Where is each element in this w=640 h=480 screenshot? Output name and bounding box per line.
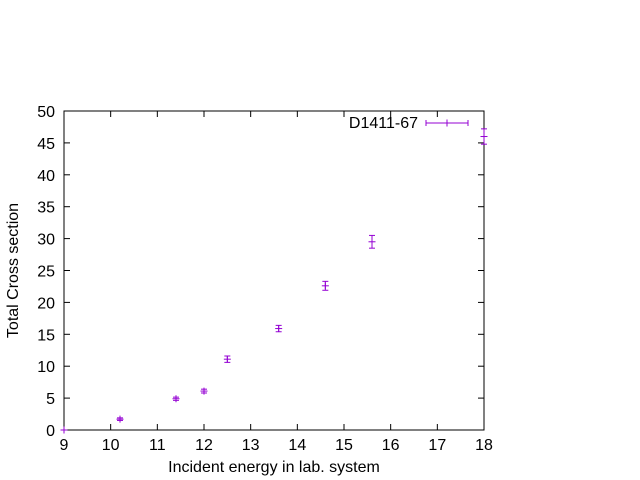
y-tick-label: 50 (37, 104, 55, 121)
y-tick-label: 30 (37, 232, 55, 249)
y-tick-label: 20 (37, 295, 55, 312)
data-point (223, 355, 231, 363)
data-point (321, 280, 329, 291)
y-tick-label: 40 (37, 168, 55, 185)
y-tick-label: 10 (37, 359, 55, 376)
series-layer (60, 128, 488, 434)
x-tick-label: 16 (382, 437, 400, 454)
data-point (200, 387, 208, 395)
y-tick-label: 5 (46, 391, 55, 408)
y-tick-label: 0 (46, 423, 55, 440)
x-tick-label: 17 (428, 437, 446, 454)
plot-frame (63, 110, 485, 431)
ticks-layer: 9 10 11 12 13 14 15 16 17 18 0 5 10 15 20 25 30 35 40 45 50 (37, 104, 493, 454)
x-tick-label: 9 (60, 437, 69, 454)
data-point (60, 426, 68, 434)
data-point (172, 395, 180, 403)
x-tick-label: 14 (288, 437, 306, 454)
x-tick-label: 10 (102, 437, 120, 454)
legend: D1411-67 (349, 115, 469, 132)
x-tick-label: 18 (475, 437, 493, 454)
x-tick-label: 11 (149, 437, 166, 454)
data-point (275, 324, 283, 333)
data-point (368, 234, 376, 249)
y-tick-label: 35 (37, 200, 55, 217)
y-tick-label: 45 (37, 136, 55, 153)
x-axis-label: Incident energy in lab. system (168, 459, 380, 476)
x-tick-label: 12 (195, 437, 213, 454)
legend-sample (425, 119, 469, 127)
x-tick-label: 13 (242, 437, 260, 454)
legend-label: D1411-67 (349, 115, 418, 132)
x-tick-label: 15 (335, 437, 353, 454)
y-axis-label: Total Cross section (5, 203, 22, 338)
data-point (116, 415, 124, 423)
data-point (480, 128, 488, 145)
y-tick-label: 25 (37, 264, 55, 281)
y-tick-label: 15 (37, 327, 55, 344)
